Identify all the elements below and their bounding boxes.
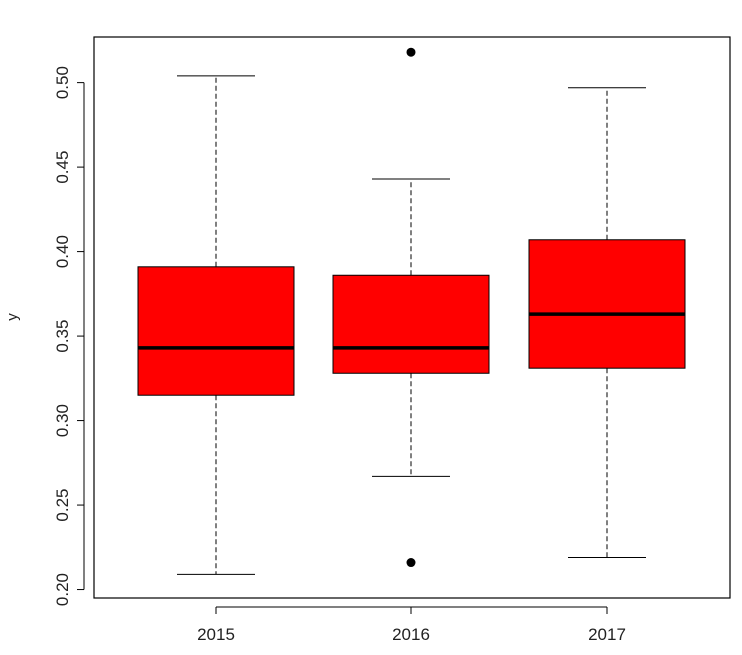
x-axis: 2015 2016 2017 <box>197 606 626 644</box>
y-tick-label: 0.40 <box>53 235 72 268</box>
x-tick-label: 2017 <box>588 625 626 644</box>
iqr-box <box>528 239 686 369</box>
box-2017 <box>528 87 686 558</box>
iqr-box <box>332 274 490 374</box>
y-tick-label: 0.50 <box>53 66 72 99</box>
box-2016 <box>332 47 490 568</box>
y-axis-label: y <box>4 313 21 321</box>
plot-border <box>93 36 731 599</box>
y-tick-label: 0.35 <box>53 320 72 353</box>
x-tick-label: 2015 <box>197 625 235 644</box>
x-tick-label: 2016 <box>392 625 430 644</box>
y-tick-label: 0.45 <box>53 151 72 184</box>
y-tick-label: 0.25 <box>53 489 72 522</box>
iqr-box <box>137 266 295 396</box>
outlier-point <box>406 47 416 57</box>
boxes-layer <box>137 47 686 575</box>
y-axis: 0.20 0.25 0.30 0.35 0.40 0.45 0.50 <box>53 66 85 606</box>
outlier-point <box>406 558 416 568</box>
y-tick-label: 0.30 <box>53 404 72 437</box>
y-tick-label: 0.20 <box>53 573 72 606</box>
box-2015 <box>137 75 295 575</box>
